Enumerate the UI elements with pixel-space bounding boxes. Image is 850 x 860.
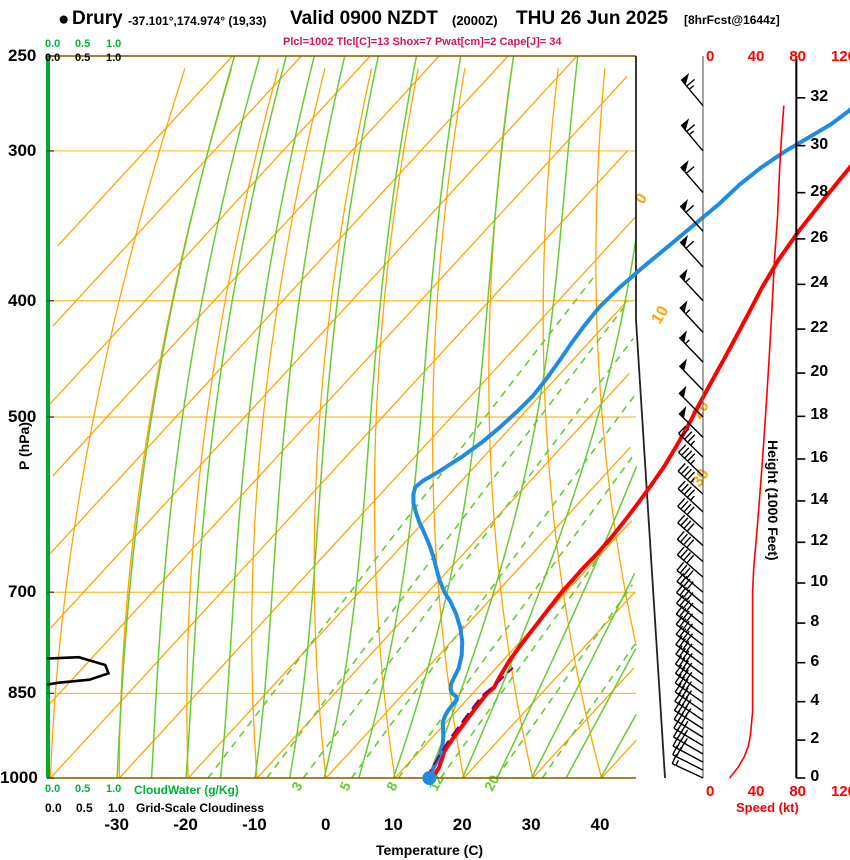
height-tick-14: 14 [810, 490, 829, 508]
temperature-tick--30: -30 [104, 815, 129, 834]
pressure-tick-850: 850 [8, 683, 37, 703]
valid-time-utc: (2000Z) [452, 13, 498, 28]
height-tick-10: 10 [810, 573, 829, 590]
height-tick-20: 20 [810, 363, 829, 381]
pressure-tick-300: 300 [8, 140, 37, 160]
top-cloudwater-tick-0: 0.0 [45, 38, 61, 50]
height-tick-24: 24 [810, 274, 829, 292]
mixing-ratio-gridlines [207, 273, 638, 779]
temperature-tick-20: 20 [452, 815, 472, 834]
height-tick-16: 16 [810, 448, 829, 466]
bottom-cloudwater-tick-2: 1.0 [106, 783, 122, 795]
dry-adiabat-gridlines [49, 68, 637, 779]
wind-barb-panel [671, 56, 704, 779]
bottom-cloudwater-tick-0: 0.0 [45, 783, 61, 795]
height-tick-18: 18 [810, 406, 829, 424]
height-axis-label: Height (1000 Feet) [765, 440, 781, 561]
bottom-cloudiness-tick-0: 0.0 [45, 801, 62, 815]
pressure-tick-500: 500 [8, 407, 37, 426]
svg-text:0: 0 [632, 190, 651, 207]
pressure-tick-250: 250 [8, 46, 37, 65]
temperature-tick-30: 30 [521, 815, 541, 834]
height-tick-30: 30 [810, 135, 829, 153]
speed-tick-0-bottom: 0 [706, 783, 715, 800]
svg-text:5: 5 [336, 779, 354, 794]
height-tick-32: 32 [810, 87, 829, 105]
cloudiness-trace [46, 655, 111, 686]
speed-tick-120-top: 120 [831, 48, 850, 65]
pressure-axis-label: P (hPa) [16, 422, 32, 470]
speed-tick-40-bottom: 40 [747, 783, 765, 800]
svg-text:8: 8 [383, 779, 401, 794]
speed-tick-0-top: 0 [706, 48, 715, 65]
top-cloudiness-tick-2: 1.0 [106, 52, 122, 64]
top-cloudiness-tick-1: 0.5 [75, 52, 91, 64]
bottom-cloudwater-tick-1: 0.5 [75, 783, 91, 795]
station-name: Drury [72, 8, 123, 29]
speed-tick-40-top: 40 [747, 48, 765, 65]
station-coords: -37.101°,174.974° (19,33) [128, 14, 267, 28]
height-tick-4: 4 [810, 691, 820, 709]
bottom-cloudiness-tick-1: 0.5 [76, 801, 93, 815]
height-tick-8: 8 [810, 613, 820, 631]
axis-ticks [47, 55, 806, 779]
height-tick-0: 0 [810, 768, 820, 785]
station-marker: ● [58, 9, 70, 30]
height-tick-22: 22 [810, 319, 829, 337]
top-cloudwater-tick-1: 0.5 [75, 38, 91, 50]
speed-tick-80-top: 80 [789, 48, 807, 65]
temperature-tick--20: -20 [173, 815, 198, 834]
speed-axis-label: Speed (kt) [736, 800, 799, 815]
height-tick-26: 26 [810, 228, 829, 246]
pressure-tick-1000: 1000 [0, 768, 38, 787]
temperature-tick-40: 40 [590, 815, 610, 834]
height-tick-12: 12 [810, 532, 829, 550]
pressure-tick-400: 400 [8, 290, 37, 310]
stability-indices: Plcl=1002 Tlcl[C]=13 Shox=7 Pwat[cm]=2 C… [283, 36, 562, 48]
top-cloudwater-tick-2: 1.0 [106, 38, 122, 50]
valid-time: Valid 0900 NZDT [290, 8, 438, 29]
valid-date: THU 26 Jun 2025 [516, 8, 669, 29]
pressure-tick-700: 700 [8, 582, 37, 602]
temperature-axis-label: Temperature (C) [376, 842, 484, 858]
cloudwater-legend-label: CloudWater (g/Kg) [134, 783, 239, 797]
top-cloudiness-tick-0: 0.0 [45, 52, 61, 64]
speed-tick-80-bottom: 80 [789, 783, 807, 800]
svg-text:3: 3 [288, 779, 306, 794]
svg-text:10: 10 [648, 303, 672, 327]
cloudiness-legend-label: Grid-Scale Cloudiness [136, 801, 265, 815]
speed-tick-120-bottom: 120 [831, 783, 850, 800]
forecast-tag: [8hrFcst@1644z] [684, 13, 780, 27]
sounding-curves [411, 107, 850, 785]
temperature-tick-0: 0 [321, 815, 331, 834]
height-tick-28: 28 [810, 182, 829, 200]
bottom-cloudiness-tick-2: 1.0 [108, 801, 125, 815]
temperature-tick-10: 10 [383, 815, 403, 834]
height-tick-6: 6 [810, 652, 820, 670]
height-tick-2: 2 [810, 730, 820, 748]
temperature-tick--10: -10 [242, 815, 267, 834]
svg-text:30: 30 [689, 466, 713, 490]
